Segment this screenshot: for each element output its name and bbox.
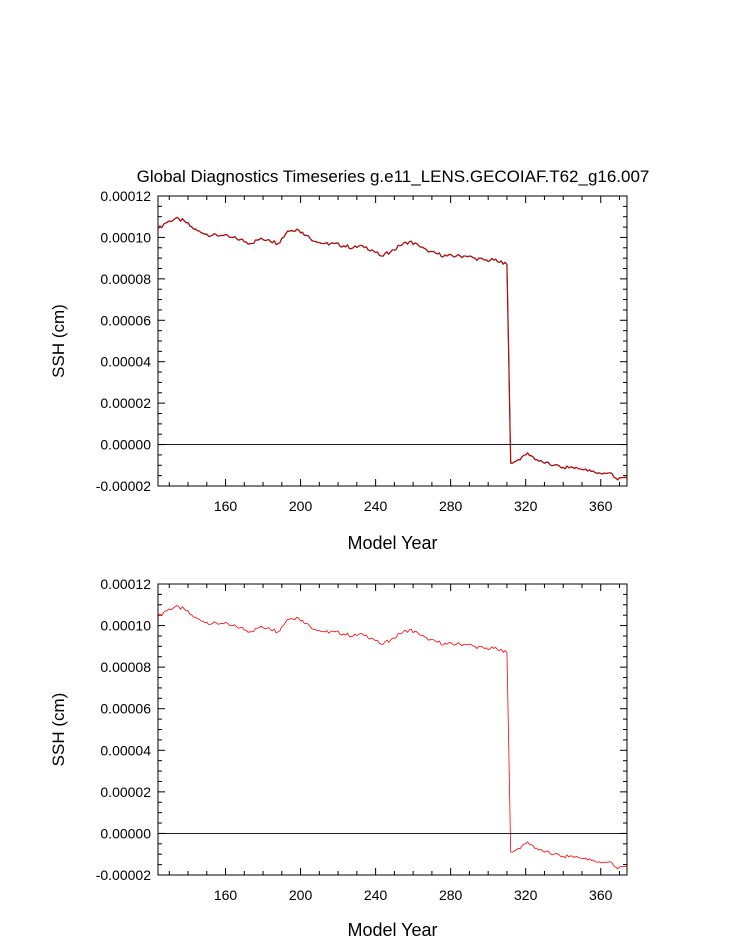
x-axis-label: Model Year bbox=[347, 920, 437, 940]
y-tick-label: 0.00008 bbox=[100, 271, 151, 287]
series-line-annual-red bbox=[157, 605, 628, 870]
x-tick-label: 360 bbox=[589, 498, 613, 514]
x-axis-label: Model Year bbox=[347, 533, 437, 553]
y-tick-label: 0.00006 bbox=[100, 701, 151, 717]
x-tick-label: 320 bbox=[514, 498, 538, 514]
y-tick-label: 0.00010 bbox=[100, 229, 151, 245]
plot-frame bbox=[157, 195, 628, 487]
x-tick-label: 280 bbox=[439, 498, 463, 514]
panel-top: 160 200 240 280 320 360 -0.00002 0.00000 0.00002… bbox=[49, 188, 628, 553]
y-tick-label: 0.00004 bbox=[100, 742, 151, 758]
x-tick-label: 200 bbox=[289, 887, 313, 903]
y-tick-label: 0.00002 bbox=[100, 784, 151, 800]
x-tick-label: 320 bbox=[514, 887, 538, 903]
series-line-annual-red bbox=[157, 217, 628, 481]
y-tick-label: 0.00010 bbox=[100, 618, 151, 634]
y-tick-label: 0.00004 bbox=[100, 354, 151, 370]
x-tick-label: 160 bbox=[214, 887, 238, 903]
figure-title: Global Diagnostics Timeseries g.e11_LENS… bbox=[137, 167, 650, 186]
y-tick-label: 0.00000 bbox=[100, 825, 151, 841]
y-tick-label: -0.00002 bbox=[96, 478, 151, 494]
x-tick-label: 200 bbox=[289, 498, 313, 514]
x-tick-label: 280 bbox=[439, 887, 463, 903]
y-axis-label: SSH (cm) bbox=[49, 304, 68, 378]
x-tick-label: 360 bbox=[589, 887, 613, 903]
y-tick-label: 0.00002 bbox=[100, 395, 151, 411]
x-tick-label: 160 bbox=[214, 498, 238, 514]
y-tick-label: 0.00008 bbox=[100, 659, 151, 675]
series-line-annual bbox=[157, 216, 628, 481]
panel-bottom: 160 200 240 280 320 360 -0.00002 0.00000 0.00002… bbox=[49, 576, 628, 940]
y-tick-label: 0.00012 bbox=[100, 576, 151, 592]
y-tick-label: 0.00000 bbox=[100, 437, 151, 453]
y-tick-label: 0.00006 bbox=[100, 312, 151, 328]
x-tick-label: 240 bbox=[364, 498, 388, 514]
plot-frame bbox=[157, 583, 628, 876]
y-tick-label: 0.00012 bbox=[100, 188, 151, 204]
y-tick-label: -0.00002 bbox=[96, 867, 151, 883]
x-tick-label: 240 bbox=[364, 887, 388, 903]
y-axis-label: SSH (cm) bbox=[49, 693, 68, 767]
